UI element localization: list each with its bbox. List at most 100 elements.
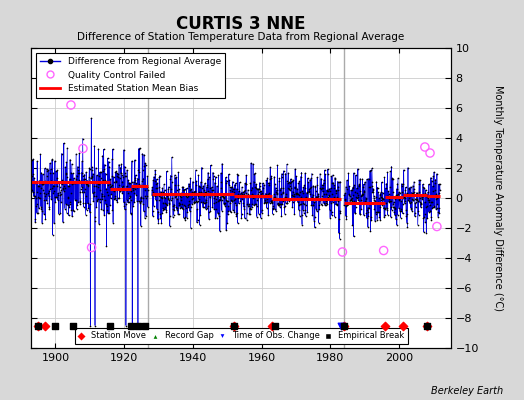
Point	[130, 178, 138, 185]
Point	[271, 196, 279, 202]
Point	[171, 174, 180, 181]
Point	[328, 212, 336, 218]
Point	[155, 197, 163, 203]
Point	[76, 199, 84, 205]
Point	[359, 181, 368, 188]
Point	[190, 199, 199, 205]
Point	[256, 188, 265, 194]
Point	[62, 159, 71, 166]
Point	[125, 194, 134, 200]
Point	[312, 206, 320, 212]
Point	[424, 209, 433, 215]
Point	[278, 201, 287, 208]
Point	[231, 200, 239, 206]
Point	[193, 217, 202, 224]
Point	[214, 198, 222, 204]
Point	[89, 171, 97, 177]
Point	[162, 168, 171, 175]
Point	[253, 185, 261, 192]
Point	[201, 180, 209, 186]
Point	[152, 185, 160, 192]
Point	[243, 217, 251, 223]
Point	[100, 166, 108, 172]
Point	[211, 192, 219, 199]
Point	[346, 199, 354, 205]
Point	[396, 190, 404, 196]
Point	[199, 199, 207, 206]
Point	[282, 190, 290, 197]
Point	[69, 322, 77, 329]
Point	[40, 211, 48, 217]
Point	[316, 200, 325, 207]
Point	[414, 212, 423, 218]
Point	[432, 190, 441, 197]
Point	[111, 169, 119, 176]
Point	[56, 210, 64, 216]
Point	[397, 208, 405, 214]
Point	[416, 177, 424, 184]
Point	[298, 188, 307, 194]
Point	[200, 199, 209, 206]
Point	[72, 197, 80, 204]
Point	[288, 188, 297, 195]
Point	[354, 197, 362, 204]
Point	[158, 210, 166, 216]
Point	[216, 228, 224, 234]
Point	[423, 191, 431, 198]
Point	[72, 176, 81, 182]
Point	[236, 198, 245, 204]
Point	[340, 192, 348, 198]
Point	[292, 194, 301, 201]
Point	[272, 191, 281, 198]
Point	[266, 200, 274, 206]
Point	[260, 181, 268, 188]
Point	[67, 190, 75, 196]
Point	[62, 210, 71, 216]
Point	[88, 164, 96, 170]
Point	[420, 184, 428, 191]
Point	[108, 206, 117, 213]
Point	[297, 173, 305, 180]
Point	[50, 178, 59, 184]
Point	[329, 172, 337, 178]
Point	[45, 188, 53, 194]
Point	[427, 174, 435, 181]
Point	[245, 203, 253, 209]
Point	[96, 198, 104, 205]
Point	[117, 184, 126, 190]
Point	[398, 182, 406, 189]
Point	[62, 201, 70, 207]
Point	[364, 213, 373, 220]
Point	[392, 222, 401, 228]
Point	[69, 170, 77, 177]
Point	[113, 173, 121, 179]
Point	[107, 182, 116, 189]
Point	[129, 185, 138, 191]
Point	[183, 202, 192, 208]
Point	[36, 190, 44, 196]
Point	[91, 193, 100, 199]
Point	[232, 180, 240, 186]
Point	[53, 175, 61, 182]
Point	[404, 196, 412, 203]
Point	[294, 206, 303, 213]
Point	[234, 172, 242, 178]
Point	[43, 168, 51, 174]
Point	[330, 185, 339, 191]
Point	[111, 195, 119, 201]
Point	[165, 197, 173, 203]
Point	[183, 209, 192, 215]
Point	[331, 213, 339, 220]
Point	[353, 185, 361, 192]
Point	[302, 190, 311, 196]
Point	[120, 202, 128, 209]
Point	[420, 199, 429, 206]
Point	[353, 190, 361, 196]
Point	[168, 206, 177, 212]
Point	[87, 115, 95, 121]
Point	[370, 200, 379, 206]
Point	[407, 206, 416, 212]
Point	[230, 322, 238, 329]
Point	[96, 175, 105, 182]
Point	[322, 188, 331, 194]
